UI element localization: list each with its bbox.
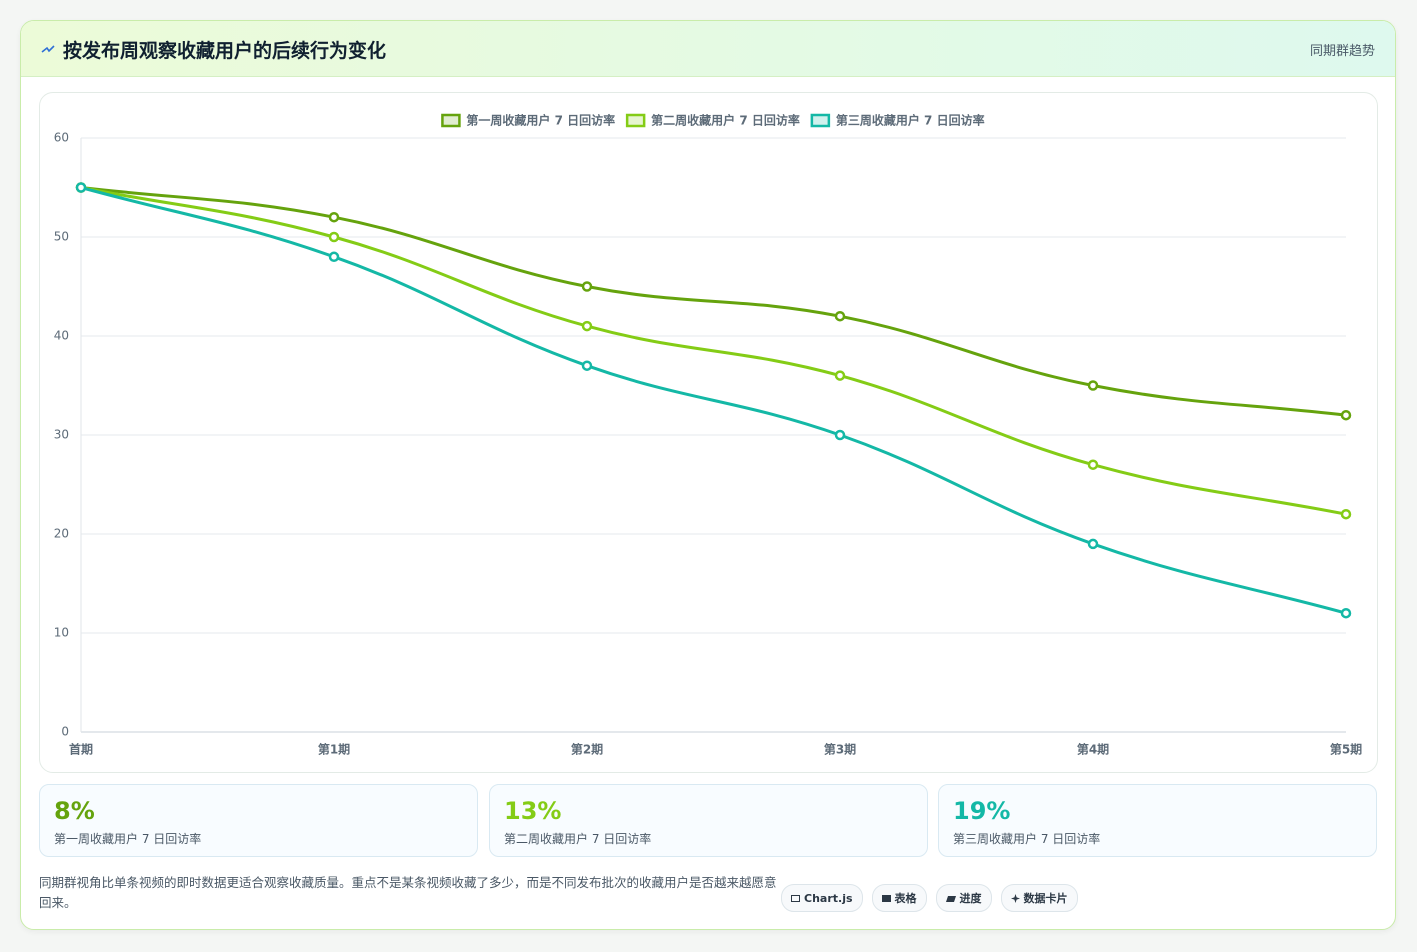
chart-panel: 0 10 20 30 40 50 60 首期 第1期 第2期 第3期 第4期 第5期 第一周收藏用户 7 … <box>39 92 1378 773</box>
data-point <box>328 211 340 223</box>
legend: 第一周收藏用户 7 日回访率 第二周收藏用户 7 日回访率 第三周收藏用户 7 日回… <box>441 113 985 128</box>
card-header: 按发布周观察收藏用户的后续行为变化 同期群趋势 <box>21 21 1395 77</box>
stat-card: 8% 第一周收藏用户 7 日回访率 <box>39 784 478 857</box>
series-line <box>80 186 1347 417</box>
stat-card: 19% 第三周收藏用户 7 日回访率 <box>938 784 1377 857</box>
data-point <box>1087 459 1099 470</box>
series-line <box>80 186 1347 516</box>
data-point <box>328 251 340 263</box>
chip-label: Chart.js <box>804 891 853 905</box>
data-point <box>1340 508 1352 520</box>
x-tick-label: 第4期 <box>1077 742 1109 757</box>
chart: 0 10 20 30 40 50 60 首期 第1期 第2期 第3期 第4期 第5期 第一周收藏用户 7 … <box>54 113 1362 757</box>
x-tick-label: 首期 <box>69 742 93 757</box>
card: 按发布周观察收藏用户的后续行为变化 同期群趋势 0 10 20 30 40 50 60 首期第… <box>20 20 1396 930</box>
data-point <box>581 320 593 332</box>
x-tick-label: 第2期 <box>571 742 603 757</box>
stat-label: 第三周收藏用户 7 日回访率 <box>953 832 1101 846</box>
data-point <box>834 429 846 441</box>
data-point <box>581 281 593 292</box>
legend-item: 第一周收藏用户 7 日回访率 <box>441 113 615 128</box>
chip-row: Chart.js 表格 进度 数据卡片 <box>781 884 1078 912</box>
data-point <box>834 370 846 381</box>
chip-label: 进度 <box>959 892 982 905</box>
card-title: 按发布周观察收藏用户的后续行为变化 <box>63 40 387 62</box>
stat-value: 19% <box>953 797 1011 825</box>
y-tick-label: 10 <box>54 626 69 640</box>
data-point <box>1340 607 1352 619</box>
stat-label: 第一周收藏用户 7 日回访率 <box>54 832 202 846</box>
y-tick-label: 20 <box>54 527 69 541</box>
stat-value: 8% <box>54 797 95 825</box>
legend-label: 第三周收藏用户 7 日回访率 <box>836 113 985 128</box>
legend-swatch <box>810 113 831 128</box>
data-point <box>1087 538 1099 550</box>
data-point <box>834 310 846 322</box>
legend-label: 第二周收藏用户 7 日回访率 <box>651 113 800 128</box>
chip[interactable]: 进度 <box>935 884 992 912</box>
chip[interactable]: Chart.js <box>781 884 863 912</box>
legend-swatch <box>441 113 461 128</box>
x-tick-label: 第5期 <box>1330 742 1362 757</box>
y-tick-label: 40 <box>54 329 69 343</box>
x-tick-label: 第1期 <box>318 742 350 757</box>
x-tick-label: 第3期 <box>824 742 856 757</box>
legend-item: 第二周收藏用户 7 日回访率 <box>625 113 800 128</box>
stat-card: 13% 第二周收藏用户 7 日回访率 <box>489 784 928 857</box>
footnote: 同期群视角比单条视频的即时数据更适合观察收藏质量。重点不是某条视频收藏了多少，而… <box>39 875 777 910</box>
header-badge: 同期群趋势 <box>1309 44 1375 59</box>
data-point <box>1087 380 1099 391</box>
header-icon <box>41 45 55 53</box>
y-tick-label: 30 <box>54 428 69 442</box>
data-point <box>581 360 593 371</box>
chip[interactable]: 数据卡片 <box>1000 884 1078 912</box>
series-line <box>80 186 1347 615</box>
y-tick-label: 0 <box>61 725 69 739</box>
chip-label: 表格 <box>894 892 917 905</box>
data-point <box>1340 409 1352 421</box>
chip[interactable]: 表格 <box>871 884 927 912</box>
stat-value: 13% <box>504 797 562 825</box>
chip-label: 数据卡片 <box>1023 892 1068 905</box>
data-point <box>75 182 87 193</box>
legend-label: 第一周收藏用户 7 日回访率 <box>466 113 615 128</box>
data-point <box>328 231 340 243</box>
y-tick-label: 50 <box>54 230 69 244</box>
y-tick-label: 60 <box>54 131 69 145</box>
legend-item: 第三周收藏用户 7 日回访率 <box>810 113 985 128</box>
legend-swatch <box>625 113 646 128</box>
stat-label: 第二周收藏用户 7 日回访率 <box>504 832 652 846</box>
